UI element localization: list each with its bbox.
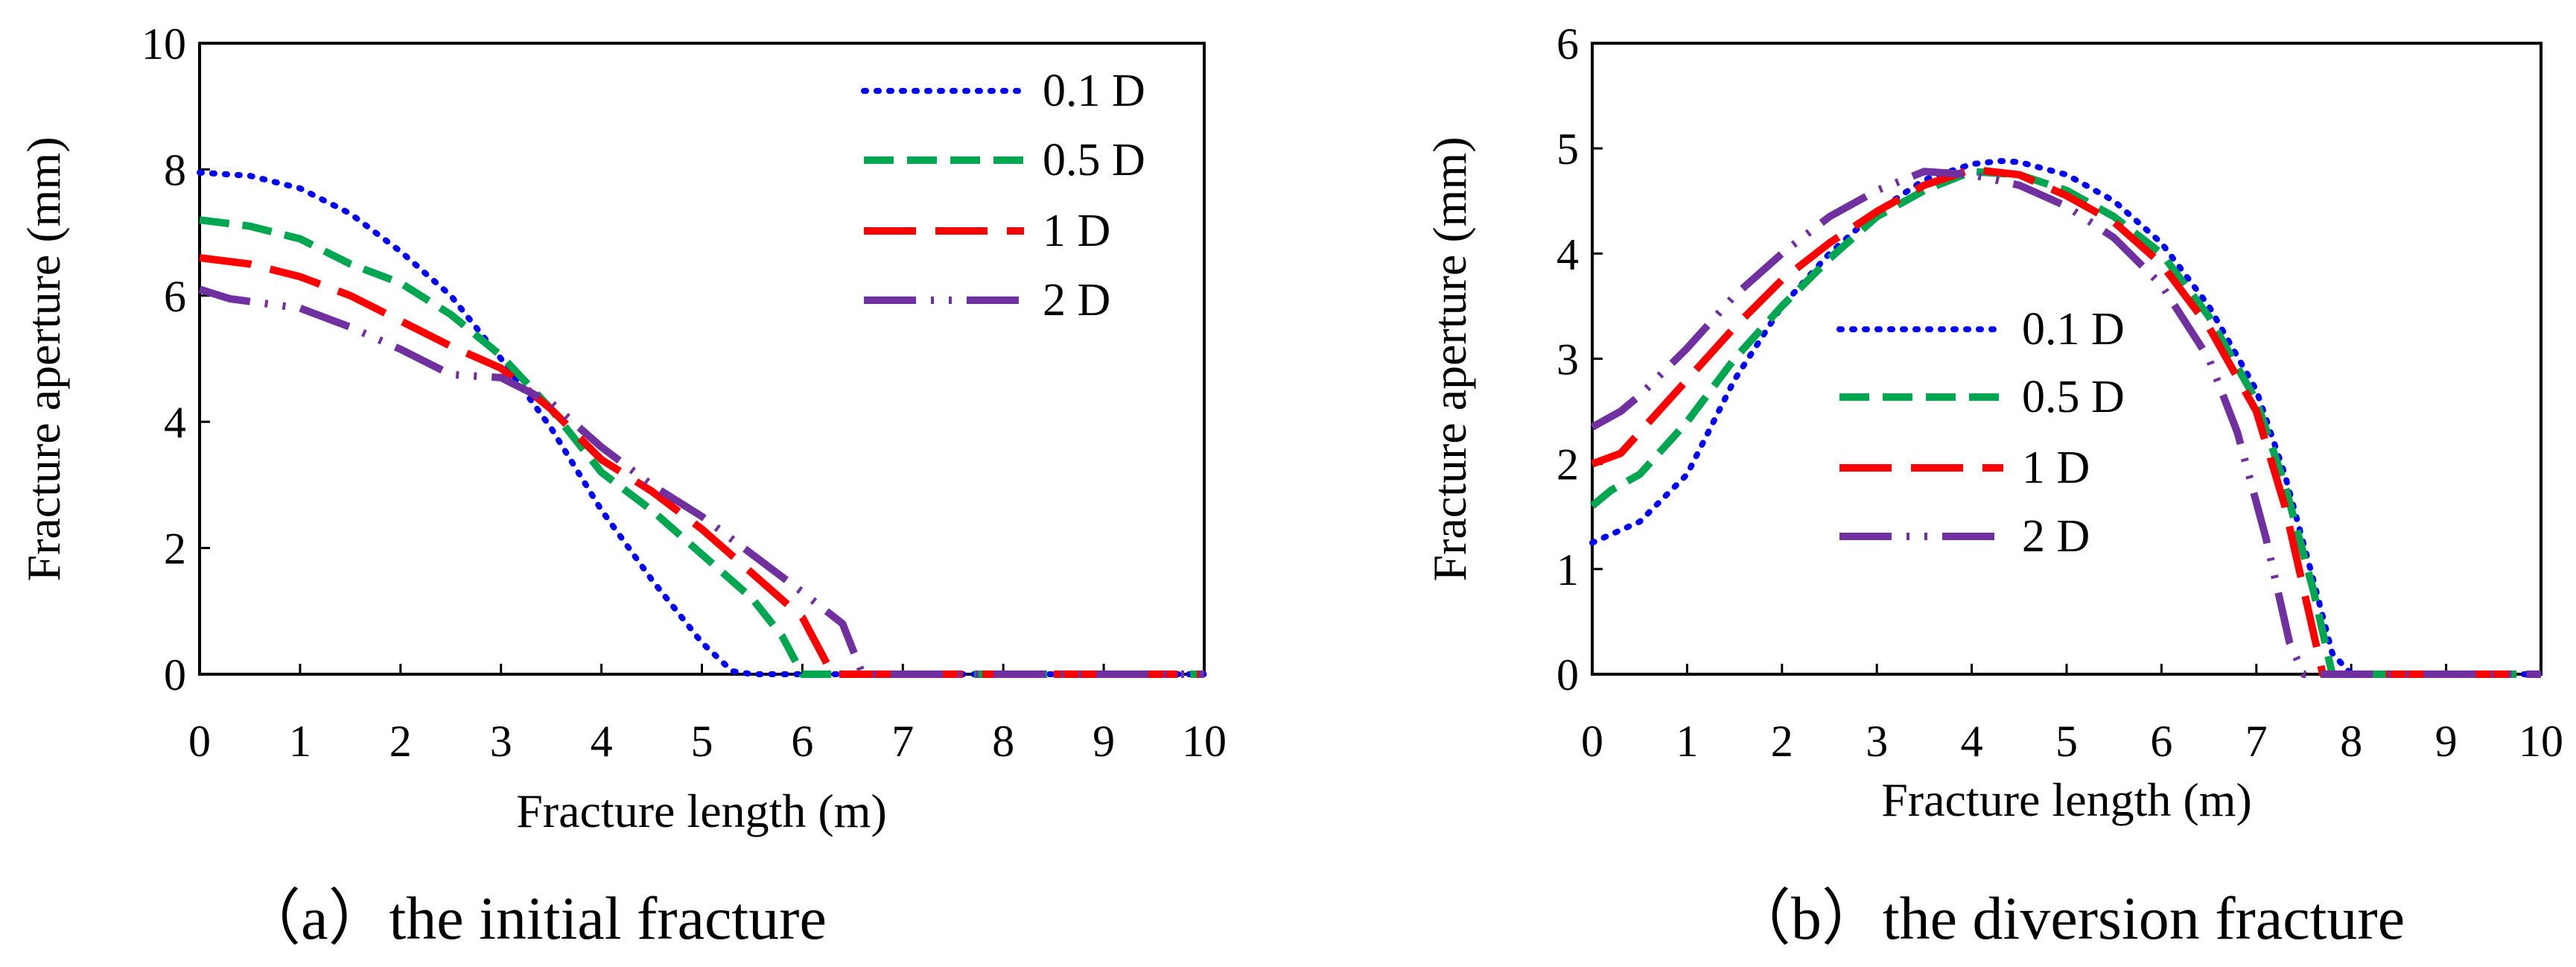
y-tick-label-a: 8	[164, 145, 186, 194]
x-tick-label-a: 5	[691, 717, 713, 766]
x-tick-label-a: 7	[891, 717, 914, 766]
y-tick-label-b: 2	[1556, 440, 1579, 489]
x-tick-label-b: 4	[1961, 717, 1983, 766]
x-tick-label-b: 0	[1581, 717, 1603, 766]
legend-label-b: 0.5 D	[2022, 372, 2125, 422]
y-tick-label-b: 6	[1556, 19, 1579, 69]
y-tick-label-a: 4	[164, 398, 186, 447]
y-tick-label-a: 0	[164, 650, 186, 700]
legend-a: 0.1 D 0.5 D 1 D 2 D	[861, 66, 1145, 326]
x-tick-label-a: 4	[591, 717, 613, 766]
y-axis-label-a: Fracture aperture (mm)	[17, 136, 70, 581]
x-tick-label-a: 3	[490, 717, 512, 766]
legend-label-a: 0.5 D	[1043, 135, 1145, 186]
x-tick-label-b: 2	[1771, 717, 1793, 766]
panel-caption-a: （a）the initial fracture	[240, 884, 827, 952]
y-tick-label-a: 10	[141, 19, 186, 69]
y-tick-label-a: 2	[164, 524, 186, 574]
x-tick-label-a: 1	[289, 717, 311, 766]
x-tick-label-b: 8	[2340, 717, 2362, 766]
y-tick-label-b: 5	[1556, 124, 1579, 174]
series-line-b-2-d	[1590, 168, 2541, 678]
legend-label-b: 1 D	[2022, 443, 2090, 493]
legend-label-a: 2 D	[1043, 275, 1110, 326]
legend-label-a: 0.1 D	[1043, 66, 1145, 116]
y-tick-label-b: 0	[1556, 650, 1579, 700]
x-tick-label-b: 10	[2519, 717, 2563, 766]
x-tick-label-a: 9	[1093, 717, 1115, 766]
x-tick-label-b: 1	[1676, 717, 1698, 766]
x-tick-label-a: 2	[389, 717, 412, 766]
plot-frame-b	[1591, 42, 2542, 676]
legend-label-a: 1 D	[1043, 206, 1110, 256]
y-tick-label-b: 3	[1556, 335, 1579, 384]
y-tick-label-b: 4	[1556, 229, 1579, 279]
y-tick-label-b: 1	[1556, 545, 1579, 595]
panel-b-diversion-fracture: 0 1 2 3 4 5 6 0 1 2 3 4 5 6 7 8 9 10 0.1 D 0.5 D 1 D 2 D Fract…	[1423, 19, 2563, 952]
x-axis-label-b: Fracture length (m)	[1881, 773, 2252, 826]
x-tick-label-a: 0	[188, 717, 211, 766]
panel-a-initial-fracture: 0 2 4 6 8 10 0 1 2 3 4 5 6 7 8 9 10 0.1 D 0.5 D 1 D 2 D Fract…	[17, 19, 1227, 952]
x-tick-label-b: 7	[2245, 717, 2268, 766]
series-line-b-0-5-d	[1589, 168, 2541, 678]
x-tick-label-b: 6	[2150, 717, 2172, 766]
x-tick-label-a: 8	[992, 717, 1014, 766]
x-tick-label-b: 3	[1866, 717, 1888, 766]
x-tick-label-a: 6	[791, 717, 813, 766]
series-line-a-1-d	[199, 254, 1204, 678]
legend-label-b: 2 D	[2022, 511, 2090, 562]
x-tick-label-a: 10	[1182, 717, 1227, 766]
series-line-a-0-1-d	[197, 169, 1207, 677]
y-axis-label-b: Fracture aperture (mm)	[1423, 136, 1476, 581]
series-line-b-1-d	[1591, 165, 2541, 678]
x-axis-label-a: Fracture length (m)	[516, 784, 887, 837]
legend-b: 0.1 D 0.5 D 1 D 2 D	[1836, 304, 2125, 562]
x-tick-label-b: 5	[2055, 717, 2078, 766]
y-tick-label-a: 6	[164, 272, 186, 321]
panel-caption-b: （b）the diversion fracture	[1730, 884, 2405, 952]
series-line-a-2-d	[198, 285, 1204, 678]
x-tick-label-b: 9	[2435, 717, 2458, 766]
legend-label-b: 0.1 D	[2022, 304, 2125, 355]
